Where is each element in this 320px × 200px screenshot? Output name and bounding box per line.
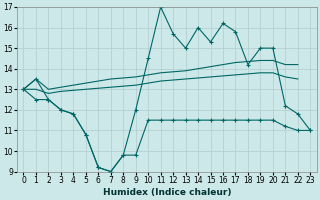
X-axis label: Humidex (Indice chaleur): Humidex (Indice chaleur) xyxy=(103,188,231,197)
